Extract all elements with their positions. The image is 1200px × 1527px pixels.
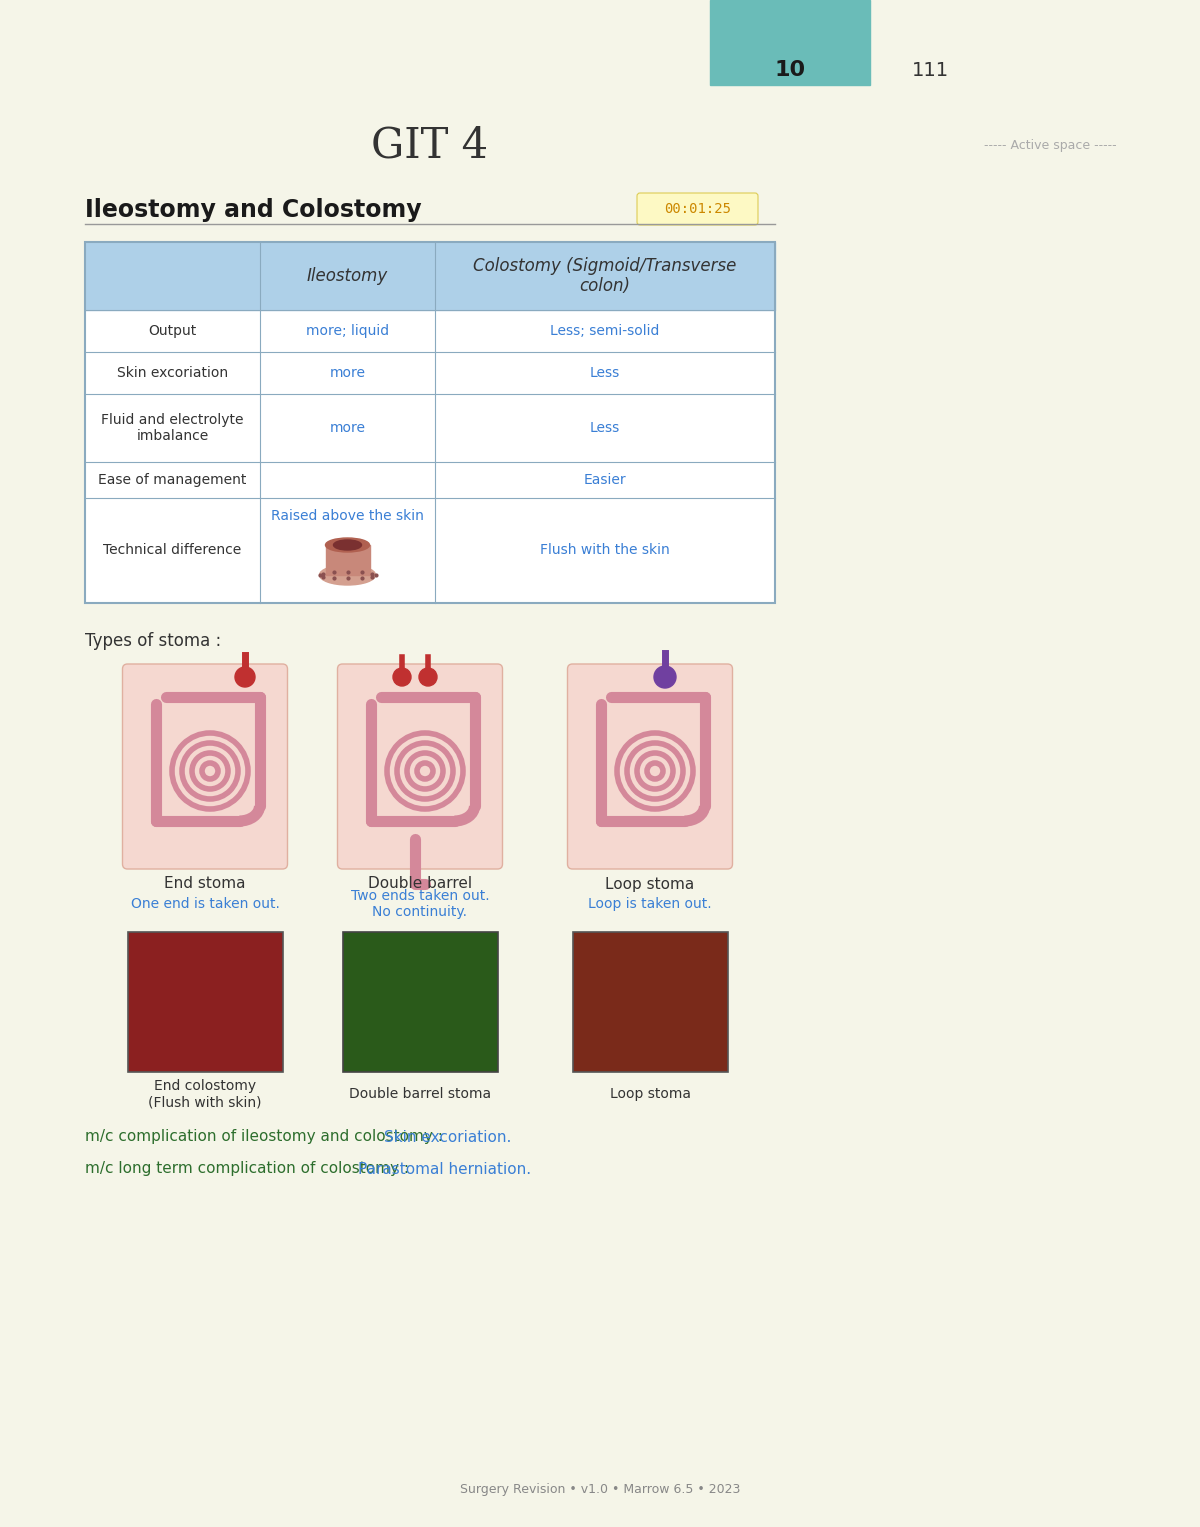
Bar (85, 241, 775, 310)
Circle shape (394, 667, 410, 686)
Text: Ease of management: Ease of management (98, 473, 247, 487)
Text: Raised above the skin: Raised above the skin (271, 508, 424, 524)
Text: Loop stoma: Loop stoma (605, 876, 695, 892)
Text: Less: Less (590, 421, 620, 435)
Bar (85, 241, 775, 603)
Bar (710, 0, 870, 86)
Text: Ileostomy and Colostomy: Ileostomy and Colostomy (85, 199, 421, 221)
Ellipse shape (334, 541, 361, 550)
Text: End colostomy
(Flush with skin): End colostomy (Flush with skin) (149, 1080, 262, 1109)
Text: Types of stoma :: Types of stoma : (85, 632, 221, 651)
Text: Skin excoriation: Skin excoriation (116, 366, 228, 380)
FancyBboxPatch shape (568, 664, 732, 869)
Text: Double barrel stoma: Double barrel stoma (349, 1087, 491, 1101)
Text: 00:01:25: 00:01:25 (664, 202, 731, 215)
Ellipse shape (325, 538, 370, 551)
Text: GIT 4: GIT 4 (372, 124, 488, 166)
Text: Less; semi-solid: Less; semi-solid (551, 324, 660, 337)
Text: One end is taken out.: One end is taken out. (131, 896, 280, 912)
FancyBboxPatch shape (122, 664, 288, 869)
Bar (342, 931, 498, 1072)
Text: m/c complication of ileostomy and colostomy :: m/c complication of ileostomy and colost… (85, 1130, 448, 1145)
Text: Flush with the skin: Flush with the skin (540, 544, 670, 557)
Text: m/c long term complication of colostomy :: m/c long term complication of colostomy … (85, 1162, 414, 1176)
Text: Fluid and electrolyte
imbalance: Fluid and electrolyte imbalance (101, 412, 244, 443)
Text: Technical difference: Technical difference (103, 544, 241, 557)
Circle shape (419, 667, 437, 686)
Text: more: more (330, 421, 366, 435)
Text: ----- Active space -----: ----- Active space ----- (984, 139, 1116, 151)
Text: Loop stoma: Loop stoma (610, 1087, 690, 1101)
Text: Output: Output (149, 324, 197, 337)
Text: more: more (330, 366, 366, 380)
Bar (85, 241, 775, 603)
Text: Surgery Revision • v1.0 • Marrow 6.5 • 2023: Surgery Revision • v1.0 • Marrow 6.5 • 2… (460, 1484, 740, 1496)
Text: Skin excoriation.: Skin excoriation. (384, 1130, 511, 1145)
Text: Double barrel: Double barrel (368, 876, 472, 892)
Text: Colostomy (Sigmoid/Transverse
colon): Colostomy (Sigmoid/Transverse colon) (473, 257, 737, 295)
Text: Loop is taken out.: Loop is taken out. (588, 896, 712, 912)
Bar (572, 931, 727, 1072)
FancyBboxPatch shape (337, 664, 503, 869)
Circle shape (654, 666, 676, 689)
Bar (127, 931, 282, 1072)
Text: 10: 10 (774, 60, 805, 79)
Text: Ileostomy: Ileostomy (307, 267, 388, 286)
Text: Less: Less (590, 366, 620, 380)
Ellipse shape (319, 565, 376, 585)
FancyBboxPatch shape (637, 192, 758, 224)
Text: more; liquid: more; liquid (306, 324, 389, 337)
Text: Easier: Easier (583, 473, 626, 487)
Text: Two ends taken out.
No continuity.: Two ends taken out. No continuity. (350, 889, 490, 919)
Text: End stoma: End stoma (164, 876, 246, 892)
Circle shape (235, 667, 256, 687)
Text: Parastomal herniation.: Parastomal herniation. (358, 1162, 532, 1176)
Text: 111: 111 (912, 61, 948, 79)
Bar (325, 545, 370, 576)
